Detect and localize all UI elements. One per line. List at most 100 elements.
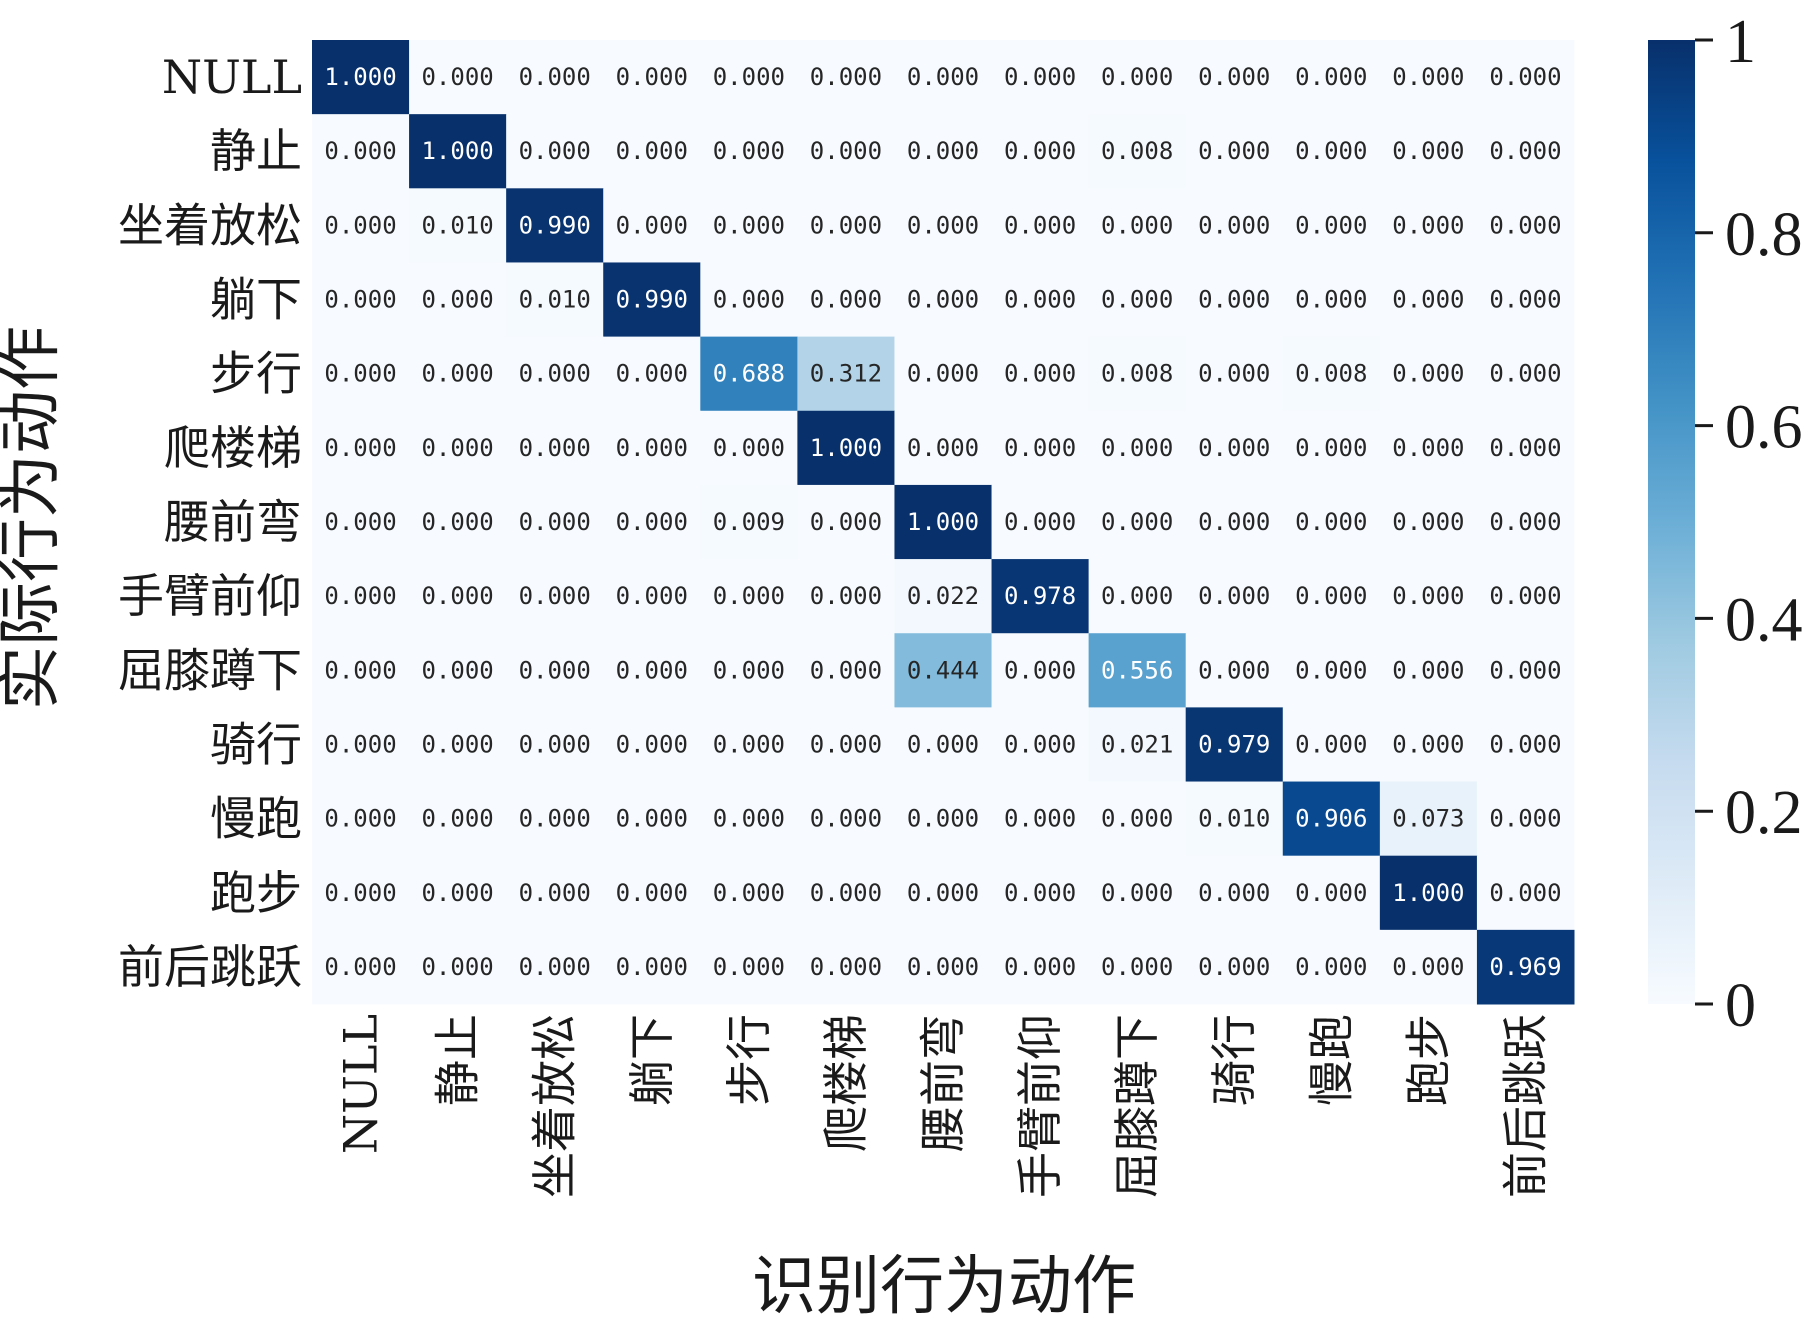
cell-value-label: 0.000 [1198,434,1270,462]
y-tick-label: 静止 [210,124,302,178]
heatmap-cell [700,781,798,857]
cell-value-label: 0.000 [1489,434,1561,462]
cell-value-label: 0.010 [1198,805,1270,833]
heatmap-cell [506,262,604,338]
heatmap-cell [409,410,507,486]
cell-value-label: 0.000 [907,211,979,239]
heatmap-cell [894,707,993,783]
heatmap-cell [797,633,895,708]
heatmap-cell [797,781,895,857]
heatmap-cell [1282,559,1381,634]
heatmap-cell [1379,262,1478,338]
cell-value-label: 0.000 [1198,656,1270,684]
cell-value-label: 0.000 [1295,286,1367,314]
heatmap-cell [894,484,993,560]
cell-value-label: 0.000 [713,137,785,165]
cell-value-label: 0.008 [1101,360,1173,388]
cell-value-label: 0.000 [324,805,396,833]
cell-value-label: 0.000 [519,508,591,536]
cell-value-label: 0.000 [1198,211,1270,239]
heatmap-cell [603,781,701,857]
heatmap-cell [1282,633,1381,708]
heatmap-cell [1476,707,1575,783]
x-tick-label: 跑步 [1401,1014,1455,1106]
cell-value-label: 0.000 [1101,63,1173,91]
cell-value-label: 0.000 [810,137,882,165]
heatmap-cell [409,559,507,634]
heatmap-cell [312,410,410,486]
heatmap-cell [603,559,701,634]
heatmap-cell [312,707,410,783]
heatmap-cell [1379,855,1478,931]
cell-value-label: 0.000 [324,582,396,610]
cell-value-label: 0.000 [1489,656,1561,684]
cell-value-label: 0.000 [519,805,591,833]
heatmap-cell [1282,114,1381,189]
cell-value-label: 0.000 [324,879,396,907]
cell-value-label: 0.000 [324,211,396,239]
cell-value-label: 0.000 [907,63,979,91]
cell-value-label: 0.000 [519,730,591,758]
cell-value-label: 0.000 [1198,360,1270,388]
heatmap-cell [894,781,993,857]
x-tick-label: 前后跳跃 [1498,1014,1552,1198]
cell-value-label: 0.000 [1489,508,1561,536]
cell-value-label: 0.000 [810,953,882,981]
heatmap-cell [603,262,701,338]
heatmap-cell [1282,188,1381,263]
heatmap-cell [797,484,895,560]
cell-value-label: 0.000 [616,63,688,91]
heatmap-cell [506,559,604,634]
heatmap-cell [603,410,701,486]
cell-value-label: 0.000 [616,730,688,758]
heatmap-cell [1088,707,1187,783]
heatmap-cell [700,633,798,708]
cell-value-label: 0.000 [324,137,396,165]
x-tick-labels: NULL 静止 坐着放松 躺下 步行 爬楼梯 腰前弯 手臂前仰 屈膝蹲下 骑行 慢跑 跑步 前后跳跃 [334,1014,1553,1198]
heatmap-cell [409,114,507,189]
heatmap-cell [1476,633,1575,708]
cell-value-label: 0.906 [1295,805,1367,833]
cell-value-label: 0.000 [1004,656,1076,684]
heatmap-cell [1282,262,1381,338]
heatmap-cell [797,262,895,338]
heatmap-cell [797,188,895,263]
heatmap-cell [1185,410,1284,486]
heatmap-cell [797,336,895,412]
cell-value-label: 0.000 [1198,286,1270,314]
cell-value-label: 0.000 [1295,434,1367,462]
heatmap-cell [1282,484,1381,560]
heatmap-cell [894,410,993,486]
cell-value-label: 0.000 [519,656,591,684]
y-tick-label: 躺下 [210,273,302,327]
cell-value-label: 0.000 [1101,211,1173,239]
heatmap-cell [1379,633,1478,708]
heatmap-cell [991,188,1090,263]
cell-value-label: 0.000 [1392,508,1464,536]
cell-value-label: 0.008 [1295,360,1367,388]
cell-value-label: 0.000 [810,730,882,758]
cell-value-label: 0.010 [519,286,591,314]
cell-value-label: 0.000 [1101,953,1173,981]
heatmap-cell [1088,114,1187,189]
cell-value-label: 0.000 [519,879,591,907]
heatmap-cell [506,855,604,931]
heatmap-cell [700,188,798,263]
heatmap-cell [894,559,993,634]
cell-value-label: 0.000 [421,360,493,388]
heatmap-cell [312,855,410,931]
heatmap-cell [1476,559,1575,634]
cell-value-label: 0.073 [1392,805,1464,833]
heatmap-cell [1379,336,1478,412]
cell-value-label: 0.022 [907,582,979,610]
heatmap-cell [506,633,604,708]
cell-value-label: 0.000 [1392,434,1464,462]
heatmap-cell [1088,633,1187,708]
cell-value-label: 1.000 [421,137,493,165]
heatmap-cell [1379,484,1478,560]
cell-value-label: 0.000 [713,286,785,314]
heatmap-cell [506,410,604,486]
cell-value-label: 0.000 [1489,360,1561,388]
heatmap-cell [409,707,507,783]
heatmap-cell [1476,336,1575,412]
